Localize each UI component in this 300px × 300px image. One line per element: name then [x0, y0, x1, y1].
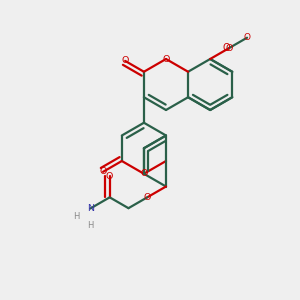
Text: O: O: [244, 33, 250, 42]
Text: O: O: [106, 172, 113, 181]
Text: O: O: [143, 193, 151, 202]
Text: O: O: [225, 44, 233, 53]
Text: O: O: [140, 169, 148, 178]
Text: H: H: [87, 220, 93, 230]
Text: N: N: [87, 204, 94, 213]
Text: O: O: [122, 56, 129, 65]
Text: O: O: [99, 167, 107, 176]
Text: O: O: [162, 55, 170, 64]
Text: O: O: [222, 43, 230, 53]
Text: H: H: [73, 212, 79, 221]
